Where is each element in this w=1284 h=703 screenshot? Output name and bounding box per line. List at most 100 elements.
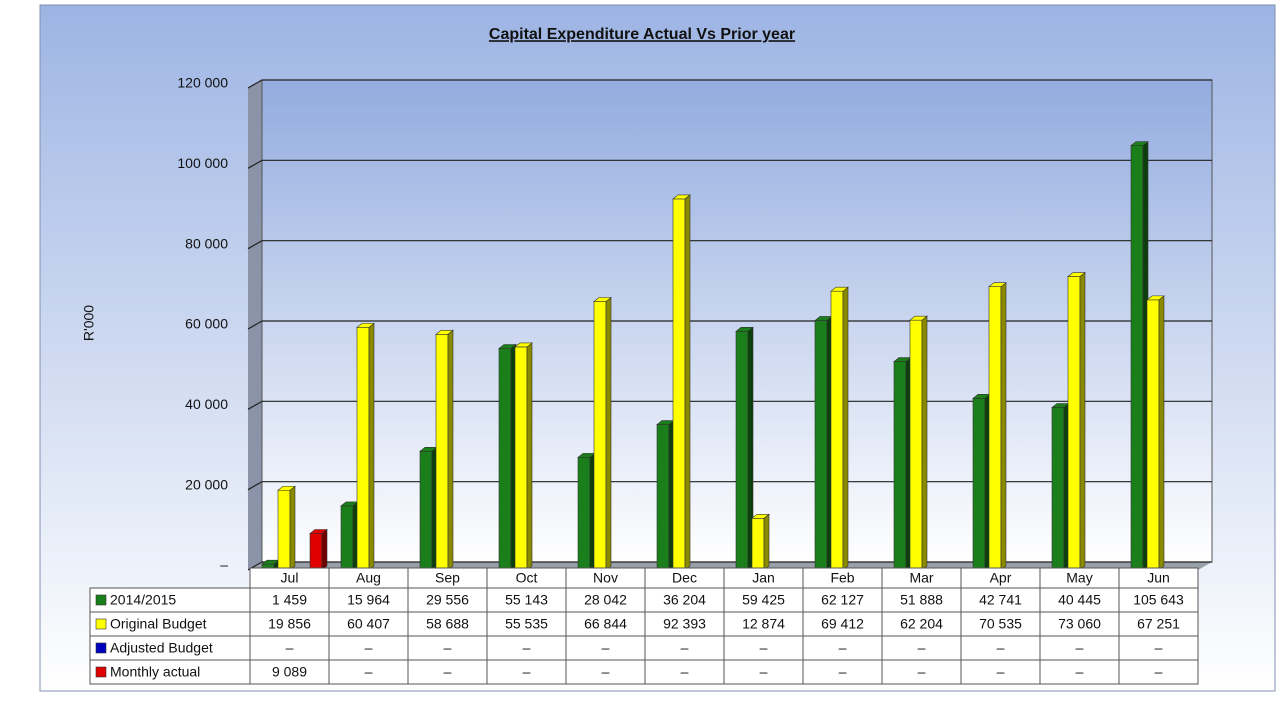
data-label: 62 127 [821, 592, 864, 608]
bar-front [340, 505, 354, 571]
bar [893, 356, 912, 571]
bar-side [684, 194, 691, 571]
bar [1130, 141, 1149, 571]
bar-side [921, 315, 928, 571]
bar-front [988, 286, 1002, 571]
bar-top [435, 329, 454, 335]
data-label: – [681, 664, 689, 680]
bar-top [1067, 272, 1086, 277]
data-label: – [839, 664, 847, 680]
data-label: – [444, 664, 452, 680]
bar-front [356, 327, 370, 571]
bar [1146, 295, 1165, 571]
bar-front [909, 319, 923, 571]
data-label: 69 412 [821, 616, 864, 632]
bar-top [909, 315, 928, 321]
data-label: – [1155, 664, 1163, 680]
data-label: – [1076, 664, 1084, 680]
data-label: 70 535 [979, 616, 1022, 632]
bar-front [672, 198, 686, 571]
bar [656, 419, 675, 571]
data-label: 19 856 [268, 616, 311, 632]
bar-front [593, 301, 607, 571]
legend-label: Original Budget [110, 616, 207, 632]
bar-front [1130, 145, 1144, 571]
data-label: – [839, 640, 847, 656]
data-label: 1 459 [272, 592, 307, 608]
data-label: – [365, 640, 373, 656]
bar-front [656, 424, 670, 571]
bar-top [356, 323, 375, 328]
data-label: 29 556 [426, 592, 469, 608]
bar-top [593, 297, 612, 302]
legend-label: Monthly actual [110, 664, 200, 680]
bar [1067, 271, 1086, 571]
data-label: 55 535 [505, 616, 548, 632]
data-label: 9 089 [272, 664, 307, 680]
data-label: – [997, 640, 1005, 656]
x-tick-label: Feb [830, 570, 854, 586]
bar-front [498, 348, 512, 571]
bar-side [289, 485, 296, 571]
data-label: 58 688 [426, 616, 469, 632]
bar-top [514, 342, 533, 348]
data-label: 62 204 [900, 616, 943, 632]
data-label: – [918, 640, 926, 656]
legend-label: Adjusted Budget [110, 640, 213, 656]
data-label: – [1076, 640, 1084, 656]
chart-title: Capital Expenditure Actual Vs Prior year [489, 26, 795, 43]
data-label: – [997, 664, 1005, 680]
bar [498, 343, 517, 571]
x-tick-label: Dec [672, 570, 697, 586]
grid-line [247, 79, 1212, 89]
bar [1051, 402, 1070, 571]
data-label: – [444, 640, 452, 656]
data-label: – [602, 640, 610, 656]
bar-front [435, 333, 449, 571]
data-label: – [918, 664, 926, 680]
bar-front [1051, 407, 1065, 571]
bar-top [751, 513, 770, 519]
bar-side [321, 528, 328, 571]
bar-top [498, 344, 517, 349]
data-label: – [681, 640, 689, 656]
bar [735, 326, 754, 571]
data-label: 36 204 [663, 592, 706, 608]
data-label: – [365, 664, 373, 680]
legend-swatch [95, 666, 107, 678]
bar [830, 286, 849, 571]
bar-top [735, 327, 754, 332]
y-tick-label: 60 000 [185, 316, 228, 332]
data-label: 42 741 [979, 592, 1022, 608]
data-label: 60 407 [347, 616, 390, 632]
bar-front [972, 398, 986, 571]
bar-front [514, 346, 528, 571]
bar-front [277, 489, 291, 571]
data-label: – [1155, 640, 1163, 656]
data-label: 15 964 [347, 592, 390, 608]
x-tick-label: Aug [356, 570, 381, 586]
bar-top [277, 485, 296, 491]
data-label: – [523, 640, 531, 656]
y-axis-label: R'000 [81, 305, 97, 341]
bar-front [814, 320, 828, 571]
data-label: – [602, 664, 610, 680]
data-label: 92 393 [663, 616, 706, 632]
bar [309, 528, 328, 571]
x-tick-label: Jul [281, 570, 299, 586]
bar-side [526, 342, 533, 571]
bar [514, 342, 533, 571]
y-tick-label: 100 000 [177, 155, 228, 171]
bar [988, 282, 1007, 571]
bar-top [1130, 141, 1149, 146]
y-tick-label: 20 000 [185, 476, 228, 492]
bar-side [763, 513, 770, 571]
bar-side [1000, 282, 1007, 571]
y-tick-label: – [220, 557, 228, 573]
data-label: 66 844 [584, 616, 627, 632]
bar-front [1146, 299, 1160, 571]
x-tick-label: Sep [435, 570, 460, 586]
data-label: – [760, 664, 768, 680]
bar [577, 452, 596, 571]
